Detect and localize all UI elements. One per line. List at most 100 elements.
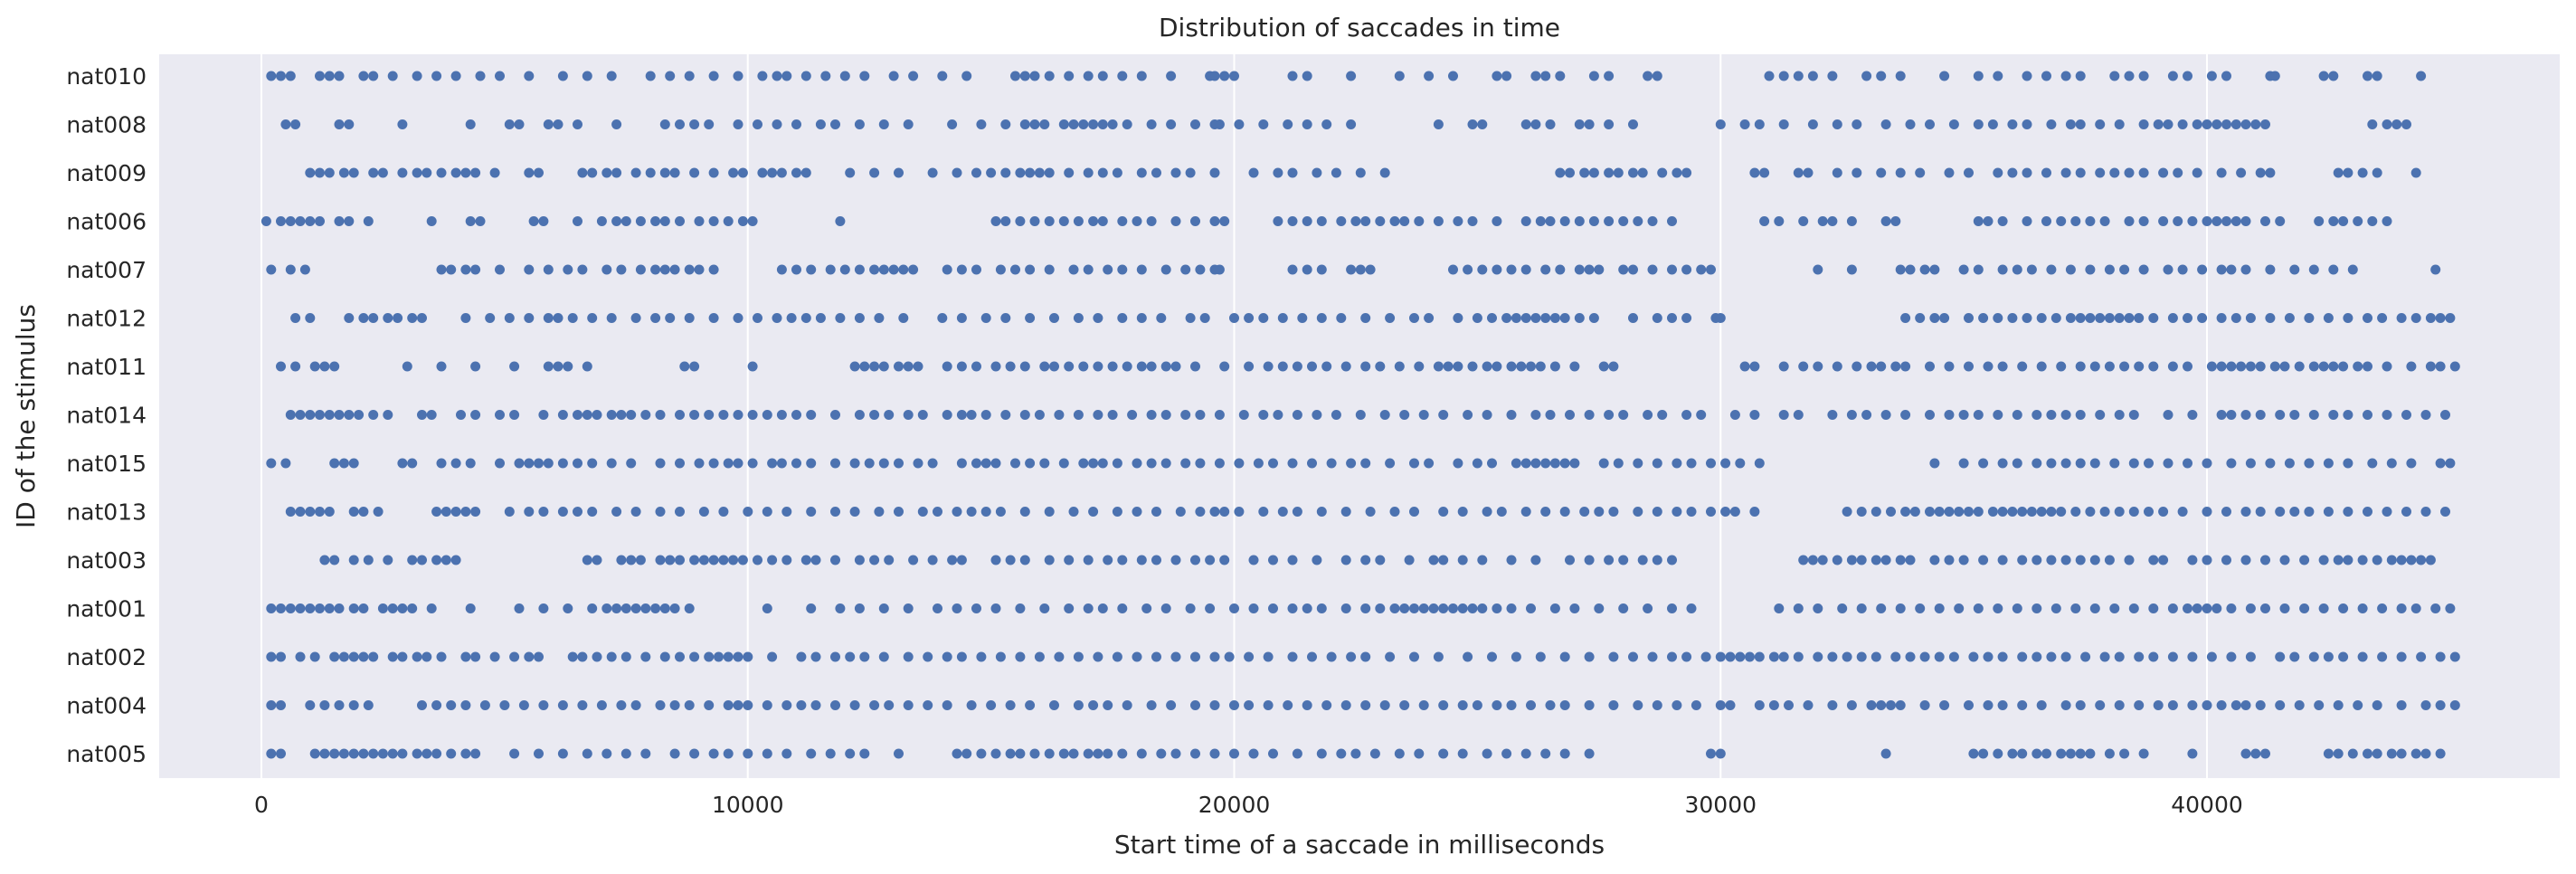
data-point — [2338, 216, 2349, 226]
data-point — [1199, 313, 1210, 323]
data-point — [450, 167, 461, 178]
data-point — [2260, 555, 2270, 565]
data-point — [1482, 361, 1492, 372]
data-point — [363, 555, 374, 565]
data-point — [1735, 458, 1746, 469]
data-point — [1331, 167, 1341, 178]
data-point — [1088, 700, 1099, 710]
data-point — [2202, 603, 2212, 613]
data-point — [573, 458, 582, 469]
data-point — [1316, 603, 1327, 613]
data-point — [1948, 119, 1959, 129]
data-point — [1093, 748, 1103, 759]
data-point — [1302, 71, 1312, 81]
data-point — [1492, 361, 1502, 372]
data-point — [348, 651, 359, 662]
data-point — [1628, 313, 1638, 323]
data-point — [655, 700, 666, 710]
data-point — [611, 167, 622, 178]
data-point — [791, 410, 801, 420]
data-point — [2187, 555, 2198, 565]
data-point — [1540, 313, 1551, 323]
data-point — [2022, 216, 2032, 226]
data-point — [708, 748, 719, 759]
data-point — [675, 216, 685, 226]
data-point — [1195, 264, 1206, 275]
data-point — [820, 71, 831, 81]
data-point — [611, 119, 622, 129]
data-point — [1064, 71, 1075, 81]
data-point — [1492, 264, 1502, 275]
data-point — [1618, 410, 1629, 420]
data-point — [2372, 700, 2382, 710]
data-point — [309, 361, 320, 372]
data-point — [2158, 507, 2169, 517]
data-point — [1866, 361, 1877, 372]
data-point — [1681, 313, 1692, 323]
data-point — [436, 651, 447, 662]
data-point — [1574, 119, 1585, 129]
data-point — [557, 458, 568, 469]
data-point — [338, 458, 349, 469]
data-point — [1136, 71, 1147, 81]
data-point — [334, 700, 345, 710]
data-point — [908, 71, 919, 81]
data-point — [1686, 603, 1697, 613]
data-point — [1355, 167, 1366, 178]
data-point — [2060, 167, 2071, 178]
data-point — [2314, 700, 2325, 710]
data-point — [2221, 71, 2231, 81]
data-point — [1146, 361, 1157, 372]
data-point — [524, 507, 535, 517]
data-point — [1487, 313, 1497, 323]
data-point — [708, 167, 719, 178]
data-point — [1890, 361, 1901, 372]
data-point — [460, 167, 471, 178]
data-point — [601, 603, 612, 613]
data-point — [1520, 748, 1531, 759]
data-point — [266, 264, 277, 275]
data-point — [1287, 603, 1298, 613]
data-point — [2343, 313, 2353, 323]
data-point — [495, 71, 505, 81]
data-point — [1219, 555, 1230, 565]
data-point — [421, 651, 432, 662]
data-point — [1321, 119, 1332, 129]
data-point — [1604, 410, 1615, 420]
data-point — [2328, 264, 2339, 275]
data-point — [596, 216, 607, 226]
data-point — [1000, 313, 1011, 323]
data-point — [1768, 700, 1779, 710]
data-point — [1005, 555, 1016, 565]
data-point — [1097, 216, 1108, 226]
data-point — [1604, 216, 1615, 226]
data-point — [2406, 555, 2417, 565]
data-point — [538, 216, 549, 226]
data-point — [524, 71, 535, 81]
data-point — [1633, 507, 1643, 517]
data-point — [2318, 71, 2329, 81]
data-point — [2363, 361, 2372, 372]
data-point — [675, 507, 685, 517]
data-point — [417, 410, 427, 420]
data-point — [864, 458, 875, 469]
data-point — [495, 410, 505, 420]
data-point — [1044, 507, 1055, 517]
data-point — [2226, 361, 2237, 372]
data-point — [2396, 748, 2407, 759]
data-point — [990, 216, 1001, 226]
data-point — [295, 507, 306, 517]
data-point — [684, 264, 695, 275]
data-point — [1443, 361, 1454, 372]
y-tick-label: nat015 — [66, 451, 147, 477]
data-point — [1132, 216, 1142, 226]
data-point — [1141, 603, 1152, 613]
data-point — [630, 700, 641, 710]
x-tick-label: 30000 — [1684, 792, 1757, 818]
data-point — [2328, 216, 2339, 226]
data-point — [1331, 410, 1341, 420]
data-point — [412, 71, 422, 81]
data-point — [903, 603, 914, 613]
data-point — [650, 216, 661, 226]
data-point — [1594, 507, 1605, 517]
